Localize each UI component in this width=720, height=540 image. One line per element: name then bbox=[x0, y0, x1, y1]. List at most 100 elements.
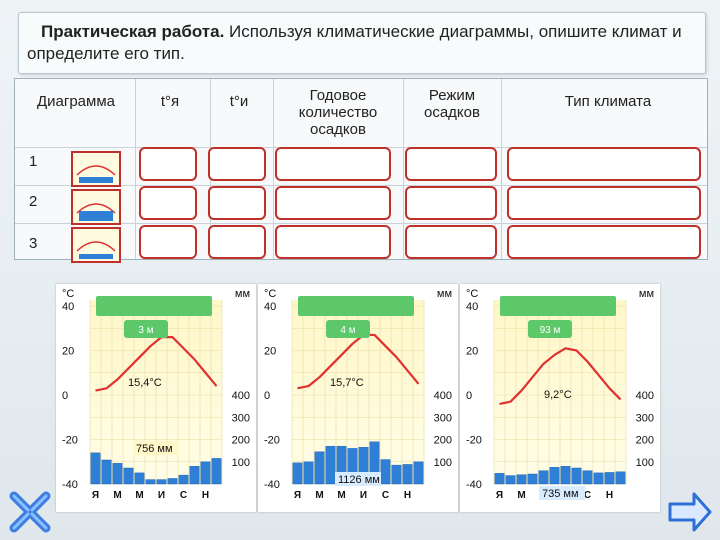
header-regime-line-2: осадков bbox=[424, 104, 480, 121]
answer-cell-3-jan[interactable] bbox=[139, 225, 197, 259]
temperature-line bbox=[499, 347, 622, 405]
answer-cell-2-jul[interactable] bbox=[208, 186, 266, 220]
precip-bar bbox=[211, 458, 222, 485]
altitude-label: 93 м bbox=[540, 325, 561, 336]
answer-cell-1-jan[interactable] bbox=[139, 147, 197, 181]
precip-bar bbox=[167, 478, 178, 485]
precip-bar bbox=[380, 459, 391, 485]
answer-cell-1-type[interactable] bbox=[507, 147, 701, 181]
climate-chart-2: °С мм 40 20 0 -20 -40 400 300 200 100 Я М М И С Н 4 м 15,7… bbox=[258, 284, 458, 512]
answer-cell-2-annual[interactable] bbox=[275, 186, 391, 220]
answer-cell-3-type[interactable] bbox=[507, 225, 701, 259]
precip-bar bbox=[604, 472, 615, 485]
task-title: Практическая работа. bbox=[41, 22, 225, 41]
answer-cell-2-regime[interactable] bbox=[405, 186, 497, 220]
precip-tick-label: 300 bbox=[232, 412, 250, 424]
answer-cell-3-jul[interactable] bbox=[208, 225, 266, 259]
avg-temp-label: 9,2°С bbox=[544, 389, 572, 401]
precip-bar bbox=[90, 452, 101, 485]
temp-tick-label: 40 bbox=[62, 301, 74, 313]
precip-bar bbox=[582, 470, 593, 485]
climate-chart-1: °С мм 40 20 0 -20 -40 400 300 200 100 Я М М И С Н 3 м 15,4… bbox=[56, 284, 256, 512]
row-number-2: 2 bbox=[29, 193, 38, 210]
next-arrow-icon bbox=[668, 492, 712, 532]
altitude-label: 4 м bbox=[340, 325, 355, 336]
month-tick-label: Я bbox=[496, 490, 503, 501]
next-slide-button[interactable] bbox=[666, 490, 712, 534]
thumbnail-chart-icon bbox=[73, 153, 119, 185]
precip-bar bbox=[571, 467, 582, 485]
precip-bar bbox=[200, 461, 211, 485]
precip-bar bbox=[402, 464, 413, 485]
temp-unit-label: °С bbox=[264, 288, 276, 300]
diagram-thumbnail-1[interactable] bbox=[71, 151, 121, 187]
month-tick-label: М bbox=[315, 490, 323, 501]
diagram-thumbnail-3[interactable] bbox=[71, 227, 121, 263]
header-annual-line-2: количество bbox=[298, 104, 378, 121]
answer-cell-3-regime[interactable] bbox=[405, 225, 497, 259]
precip-tick-label: 300 bbox=[636, 412, 654, 424]
table-divider bbox=[273, 79, 274, 259]
close-nav-button[interactable] bbox=[8, 490, 52, 534]
precip-bar bbox=[527, 473, 538, 485]
month-tick-label: Я bbox=[92, 490, 99, 501]
precip-bar bbox=[303, 461, 314, 485]
precip-bar bbox=[123, 467, 134, 485]
station-name-box bbox=[96, 296, 212, 316]
thumbnail-chart-icon bbox=[73, 191, 119, 223]
thumbnail-chart-icon bbox=[73, 229, 119, 261]
precip-tick-label: 200 bbox=[434, 435, 452, 447]
task-description: Используя климатические диаграммы, опиши… bbox=[27, 22, 682, 63]
precip-bar bbox=[615, 471, 626, 485]
annual-precip-label: 756 мм bbox=[136, 443, 173, 455]
precip-tick-label: 400 bbox=[232, 390, 250, 402]
temp-tick-label: -40 bbox=[264, 479, 280, 491]
answer-cell-1-jul[interactable] bbox=[208, 147, 266, 181]
answer-cell-2-type[interactable] bbox=[507, 186, 701, 220]
month-tick-label: М bbox=[337, 490, 345, 501]
table-divider bbox=[403, 79, 404, 259]
header-precip-regime: Режим осадков bbox=[407, 87, 497, 121]
altitude-label: 3 м bbox=[138, 325, 153, 336]
temp-tick-label: 20 bbox=[466, 346, 478, 358]
month-tick-label: Н bbox=[606, 490, 613, 501]
month-tick-label: И bbox=[158, 490, 165, 501]
month-tick-label: С bbox=[382, 490, 389, 501]
header-diagram: Диаграмма bbox=[36, 93, 115, 110]
answer-cell-3-annual[interactable] bbox=[275, 225, 391, 259]
altitude-box bbox=[528, 320, 572, 338]
precip-bar bbox=[560, 465, 571, 485]
answer-cell-1-annual[interactable] bbox=[275, 147, 391, 181]
header-annual-line-1: Годовое bbox=[309, 87, 367, 104]
precip-bar bbox=[178, 474, 189, 485]
temperature-line bbox=[95, 336, 218, 392]
month-tick-label: М bbox=[517, 490, 525, 501]
precip-bar bbox=[112, 463, 123, 485]
annual-precip-label: 735 мм bbox=[542, 488, 579, 500]
diagram-thumbnail-2[interactable] bbox=[71, 189, 121, 225]
task-box: Практическая работа. Используя климатиче… bbox=[18, 12, 706, 74]
precip-unit-label: мм bbox=[235, 288, 250, 300]
precip-tick-label: 100 bbox=[636, 457, 654, 469]
precip-bar bbox=[391, 464, 402, 485]
temp-unit-label: °С bbox=[62, 288, 74, 300]
temp-tick-label: 0 bbox=[264, 390, 270, 402]
answer-cell-2-jan[interactable] bbox=[139, 186, 197, 220]
temp-tick-label: 40 bbox=[264, 301, 276, 313]
precip-bar bbox=[516, 474, 527, 485]
answer-cell-1-regime[interactable] bbox=[405, 147, 497, 181]
temp-unit-label: °С bbox=[466, 288, 478, 300]
header-regime-line-1: Режим bbox=[428, 87, 476, 104]
precip-bar bbox=[292, 462, 303, 485]
temp-tick-label: -20 bbox=[62, 435, 78, 447]
precip-tick-label: 100 bbox=[232, 457, 250, 469]
temp-tick-label: 0 bbox=[466, 390, 472, 402]
precip-bar bbox=[314, 451, 325, 485]
precip-tick-label: 400 bbox=[636, 390, 654, 402]
header-annual-precip: Годовое количество осадков bbox=[277, 87, 399, 138]
table-divider bbox=[501, 79, 502, 259]
station-name-box bbox=[500, 296, 616, 316]
temp-tick-label: -20 bbox=[466, 435, 482, 447]
